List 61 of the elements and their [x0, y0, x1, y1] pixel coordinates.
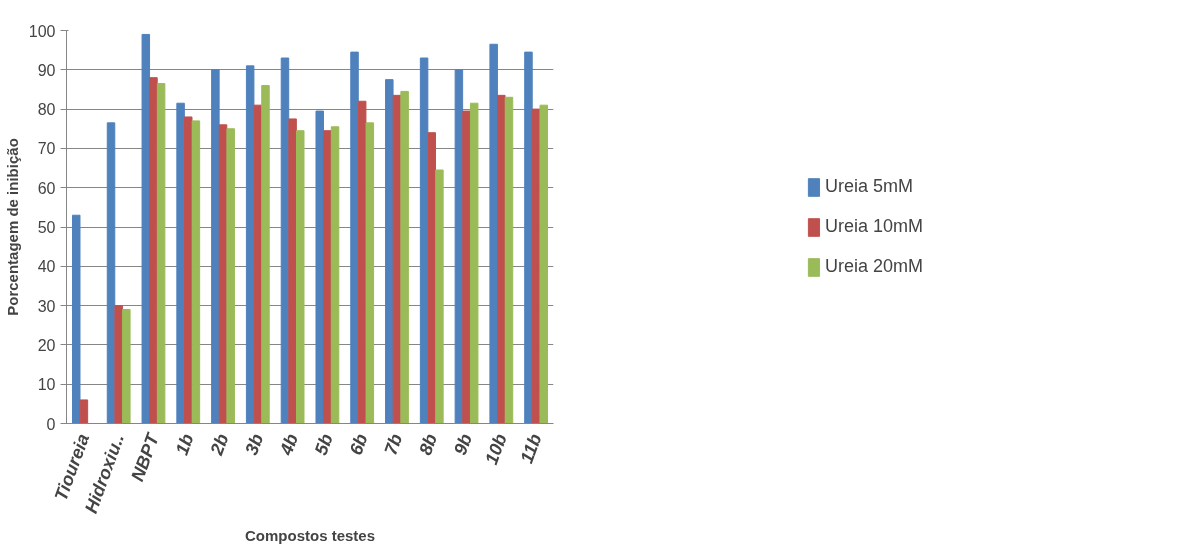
y-tick-label: 90 — [37, 61, 56, 79]
y-tick-label: 60 — [37, 179, 56, 197]
bar — [323, 130, 332, 424]
bar — [71, 214, 81, 424]
bar — [539, 104, 549, 424]
bar — [365, 122, 375, 424]
bar — [489, 43, 498, 424]
y-tick-label: 0 — [46, 415, 56, 433]
y-tick-label: 80 — [37, 101, 56, 119]
bar — [504, 96, 514, 424]
x-tick-label: NBPT — [127, 429, 164, 484]
bar — [524, 51, 533, 424]
bar — [469, 102, 479, 424]
bar — [141, 33, 151, 424]
bar — [226, 128, 235, 424]
legend-label: Ureia 20mM — [824, 256, 924, 277]
bar — [114, 305, 123, 424]
bar — [400, 90, 409, 424]
legend-label: Ureia 5mM — [824, 176, 913, 197]
bar — [149, 77, 158, 424]
x-tick-label: 1b — [171, 431, 198, 458]
bar — [79, 399, 89, 424]
y-axis-title: Porcentagem de inibição — [3, 138, 21, 316]
x-tick-label: 4b — [275, 431, 303, 459]
bar — [330, 126, 340, 424]
bar — [156, 83, 166, 424]
x-tick-label: 9b — [449, 431, 476, 458]
x-tick-label: 3b — [241, 431, 268, 458]
y-tick-label: 30 — [37, 297, 56, 315]
x-tick-label: 11b — [516, 431, 546, 466]
bar — [385, 79, 394, 424]
bar — [184, 116, 193, 424]
bar — [315, 110, 324, 424]
bar — [261, 85, 270, 424]
bar — [427, 132, 436, 424]
bar — [350, 51, 359, 424]
bar — [253, 104, 263, 424]
bar — [454, 69, 464, 424]
bar — [211, 69, 220, 424]
y-tick-label: 10 — [37, 376, 56, 394]
x-tick-label: 10b — [481, 431, 511, 468]
x-axis-title: Compostos testes — [244, 527, 376, 545]
bar — [191, 120, 201, 424]
y-tick-label: 50 — [37, 219, 56, 236]
x-tick-label: 8b — [415, 431, 442, 458]
x-tick-label: 7b — [380, 431, 407, 458]
bar — [288, 118, 297, 424]
legend-label: Ureia 10mM — [824, 216, 924, 237]
x-tick-label: 2b — [206, 431, 233, 459]
y-tick-label: 20 — [37, 336, 56, 354]
bar — [435, 169, 444, 424]
y-tick-label: 40 — [37, 258, 56, 276]
bar — [296, 130, 305, 424]
bar — [176, 102, 185, 424]
x-tick-label: 6b — [345, 431, 372, 458]
bar — [497, 94, 506, 424]
x-tick-label: 5b — [310, 431, 337, 458]
y-tick-label: 70 — [37, 140, 56, 158]
bar — [122, 309, 131, 424]
bar — [462, 110, 471, 424]
y-tick-label: 100 — [28, 22, 56, 40]
